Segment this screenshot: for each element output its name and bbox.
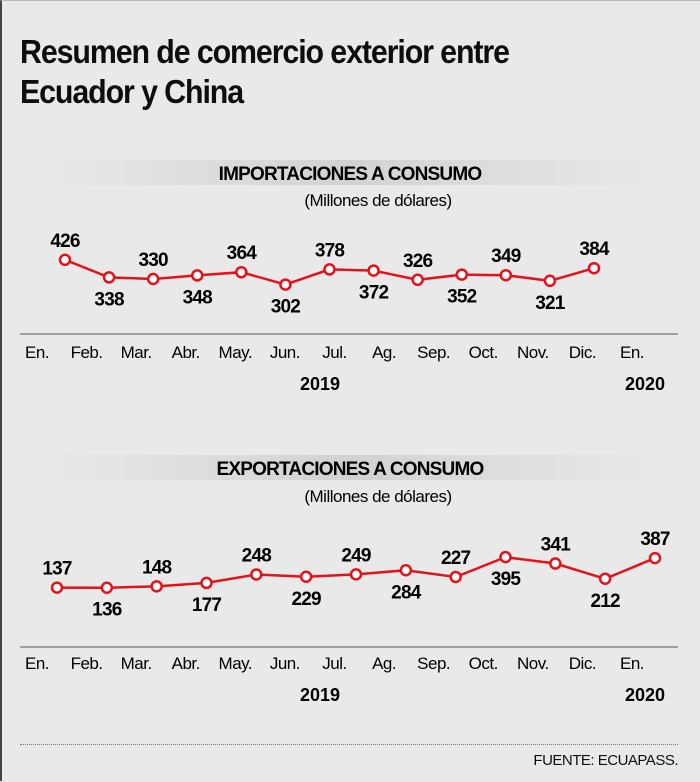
exports-year-label: 2019 xyxy=(300,685,340,705)
imports-data-label: 349 xyxy=(491,246,521,267)
exports-year-label: 2020 xyxy=(625,685,665,705)
imports-data-label: 372 xyxy=(359,283,389,304)
exports-month-label: Feb. xyxy=(71,654,103,673)
imports-data-label: 352 xyxy=(447,287,477,308)
imports-month-label: Oct. xyxy=(469,343,498,362)
imports-data-point xyxy=(411,273,424,287)
imports-data-point xyxy=(279,278,292,291)
exports-data-point xyxy=(50,581,64,594)
imports-month-label: Sep. xyxy=(417,343,450,362)
imports-chart: IMPORTACIONES A CONSUMO (Millones de dóla… xyxy=(20,160,678,394)
exports-chart: EXPORTACIONES A CONSUMO (Millones de dóla… xyxy=(20,455,678,705)
exports-month-label: En. xyxy=(25,654,49,673)
exports-title: EXPORTACIONES A CONSUMO xyxy=(217,459,484,480)
title-line-1: Resumen de comercio exterior entre xyxy=(20,33,510,70)
exports-month-label: May. xyxy=(219,654,253,673)
imports-month-label: Dic. xyxy=(569,343,596,362)
exports-data-point xyxy=(648,551,662,565)
imports-data-point xyxy=(455,268,468,281)
imports-month-label: Feb. xyxy=(71,343,103,362)
imports-month-label: May. xyxy=(219,343,253,362)
page-title: Resumen de comercio exterior entre Ecuad… xyxy=(20,32,510,112)
exports-data-label: 395 xyxy=(491,569,522,590)
imports-month-label: Ag. xyxy=(372,343,396,362)
imports-year-label: 2019 xyxy=(300,374,340,394)
imports-month-label: Mar. xyxy=(121,343,152,362)
exports-data-point xyxy=(598,572,612,586)
imports-year-label: 2020 xyxy=(625,374,665,394)
imports-data-label: 326 xyxy=(403,251,433,272)
imports-month-label: Nov. xyxy=(517,343,549,362)
imports-title: IMPORTACIONES A CONSUMO xyxy=(219,164,482,185)
imports-month-label: En. xyxy=(620,343,644,362)
imports-data-point xyxy=(543,274,557,288)
imports-data-point xyxy=(323,263,336,276)
exports-month-label: Oct. xyxy=(469,654,498,673)
imports-data-point xyxy=(235,265,248,279)
exports-title-bar xyxy=(40,455,660,480)
imports-month-label: Jul. xyxy=(322,343,346,362)
exports-data-label: 136 xyxy=(92,600,122,621)
exports-month-label: Mar. xyxy=(121,654,152,673)
exports-data-label: 137 xyxy=(42,559,72,580)
imports-data-point xyxy=(367,264,380,277)
imports-data-point xyxy=(58,253,72,267)
imports-data-point xyxy=(587,261,601,275)
exports-data-point xyxy=(100,581,114,594)
exports-data-point xyxy=(349,568,363,581)
source-note: FUENTE: ECUAPASS. xyxy=(533,752,678,769)
imports-data-point xyxy=(191,269,204,282)
imports-month-label: Abr. xyxy=(172,343,200,362)
imports-data-point xyxy=(102,271,116,284)
imports-data-label: 338 xyxy=(94,289,124,310)
exports-data-point xyxy=(449,570,462,584)
exports-data-label: 227 xyxy=(441,548,471,569)
exports-month-label: Jun. xyxy=(270,654,300,673)
exports-subtitle: (Millones de dólares) xyxy=(304,487,451,506)
exports-month-label: Abr. xyxy=(172,654,200,673)
exports-data-point xyxy=(549,557,562,570)
imports-data-label: 302 xyxy=(271,297,301,318)
exports-data-point xyxy=(150,580,163,593)
exports-month-label: Nov. xyxy=(517,654,549,673)
imports-data-label: 321 xyxy=(535,293,566,314)
exports-data-label: 212 xyxy=(591,591,621,612)
imports-data-point xyxy=(499,268,513,282)
exports-data-label: 248 xyxy=(242,546,272,567)
exports-data-point xyxy=(399,564,413,577)
imports-data-point xyxy=(146,272,160,286)
exports-data-label: 249 xyxy=(341,545,371,566)
exports-data-label: 148 xyxy=(142,557,172,578)
exports-data-label: 341 xyxy=(541,535,572,556)
imports-subtitle: (Millones de dólares) xyxy=(304,191,451,210)
exports-month-label: Jul. xyxy=(322,654,346,673)
exports-data-label: 177 xyxy=(192,595,222,616)
exports-month-label: Dic. xyxy=(569,654,596,673)
exports-data-point xyxy=(299,570,313,584)
exports-month-label: Ag. xyxy=(372,654,396,673)
exports-data-point xyxy=(499,550,512,564)
exports-data-label: 284 xyxy=(391,582,422,603)
imports-data-label: 384 xyxy=(579,239,610,260)
imports-data-label: 348 xyxy=(183,287,213,308)
imports-month-label: En. xyxy=(25,343,49,362)
imports-data-label: 426 xyxy=(50,231,80,252)
title-line-2: Ecuador y China xyxy=(20,73,244,110)
imports-month-label: Jun. xyxy=(270,343,300,362)
exports-data-label: 387 xyxy=(640,529,670,550)
imports-data-label: 378 xyxy=(315,240,345,261)
exports-data-point xyxy=(200,576,213,590)
divider xyxy=(20,744,678,745)
imports-data-label: 364 xyxy=(227,243,258,264)
exports-month-label: En. xyxy=(620,654,644,673)
exports-data-point xyxy=(250,568,263,581)
imports-title-bar xyxy=(40,160,660,185)
imports-data-label: 330 xyxy=(139,250,169,271)
exports-data-label: 229 xyxy=(292,589,322,610)
exports-month-label: Sep. xyxy=(417,654,450,673)
